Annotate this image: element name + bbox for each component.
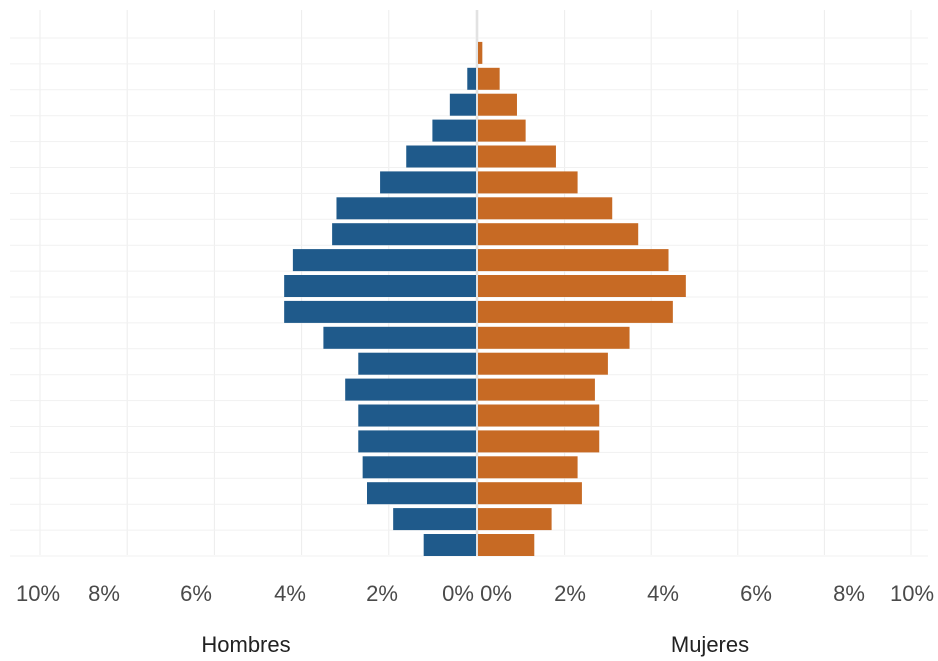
bar-mujeres bbox=[478, 352, 608, 375]
bar-hombres bbox=[406, 145, 476, 168]
bar-mujeres bbox=[478, 119, 526, 142]
bar-hombres bbox=[336, 197, 476, 220]
bar-hombres bbox=[423, 534, 476, 556]
bar-hombres bbox=[345, 378, 476, 401]
bar-mujeres bbox=[478, 430, 600, 453]
bar-mujeres bbox=[478, 482, 582, 505]
bar-mujeres bbox=[478, 171, 578, 194]
bar-hombres bbox=[362, 456, 476, 479]
tick-label-left: 6% bbox=[180, 581, 212, 606]
bar-hombres bbox=[367, 482, 476, 505]
bar-mujeres bbox=[478, 41, 483, 64]
tick-label-right: 8% bbox=[833, 581, 865, 606]
bar-hombres bbox=[449, 93, 476, 116]
tick-label-right: 6% bbox=[740, 581, 772, 606]
tick-label-right: 2% bbox=[554, 581, 586, 606]
bar-mujeres bbox=[478, 508, 552, 531]
bar-hombres bbox=[292, 249, 476, 272]
right-axis-label: Mujeres bbox=[671, 632, 749, 657]
tick-label-left: 8% bbox=[88, 581, 120, 606]
tick-label-left: 0% bbox=[442, 581, 474, 606]
tick-labels: 10% 8% 6% 4% 2% 0% 0% 2% 4% 6% 8% 10% bbox=[16, 581, 934, 606]
bar-hombres bbox=[358, 430, 476, 453]
bar-hombres bbox=[380, 171, 476, 194]
bar-mujeres bbox=[478, 145, 556, 168]
bar-hombres bbox=[358, 352, 476, 375]
bar-mujeres bbox=[478, 197, 613, 220]
bar-hombres bbox=[467, 67, 476, 90]
bars-layer bbox=[284, 41, 686, 556]
bar-mujeres bbox=[478, 404, 600, 427]
tick-label-left: 10% bbox=[16, 581, 60, 606]
tick-label-right: 4% bbox=[647, 581, 679, 606]
bar-mujeres bbox=[478, 326, 630, 349]
bar-hombres bbox=[393, 508, 476, 531]
bar-hombres bbox=[323, 326, 476, 349]
bar-mujeres bbox=[478, 534, 535, 556]
bar-hombres bbox=[358, 404, 476, 427]
tick-label-left: 4% bbox=[274, 581, 306, 606]
tick-label-right: 10% bbox=[890, 581, 934, 606]
side-labels: Hombres Mujeres bbox=[201, 632, 749, 657]
bar-mujeres bbox=[478, 300, 673, 323]
bar-mujeres bbox=[478, 275, 686, 297]
tick-label-left: 2% bbox=[366, 581, 398, 606]
bar-hombres bbox=[284, 300, 476, 323]
bar-hombres bbox=[432, 119, 476, 142]
bar-hombres bbox=[284, 275, 476, 297]
bar-mujeres bbox=[478, 93, 517, 116]
bar-mujeres bbox=[478, 223, 639, 246]
bar-mujeres bbox=[478, 456, 578, 479]
bar-mujeres bbox=[478, 67, 500, 90]
bar-mujeres bbox=[478, 378, 595, 401]
left-axis-label: Hombres bbox=[201, 632, 290, 657]
bar-hombres bbox=[332, 223, 476, 246]
bar-mujeres bbox=[478, 249, 669, 272]
tick-label-right: 0% bbox=[480, 581, 512, 606]
